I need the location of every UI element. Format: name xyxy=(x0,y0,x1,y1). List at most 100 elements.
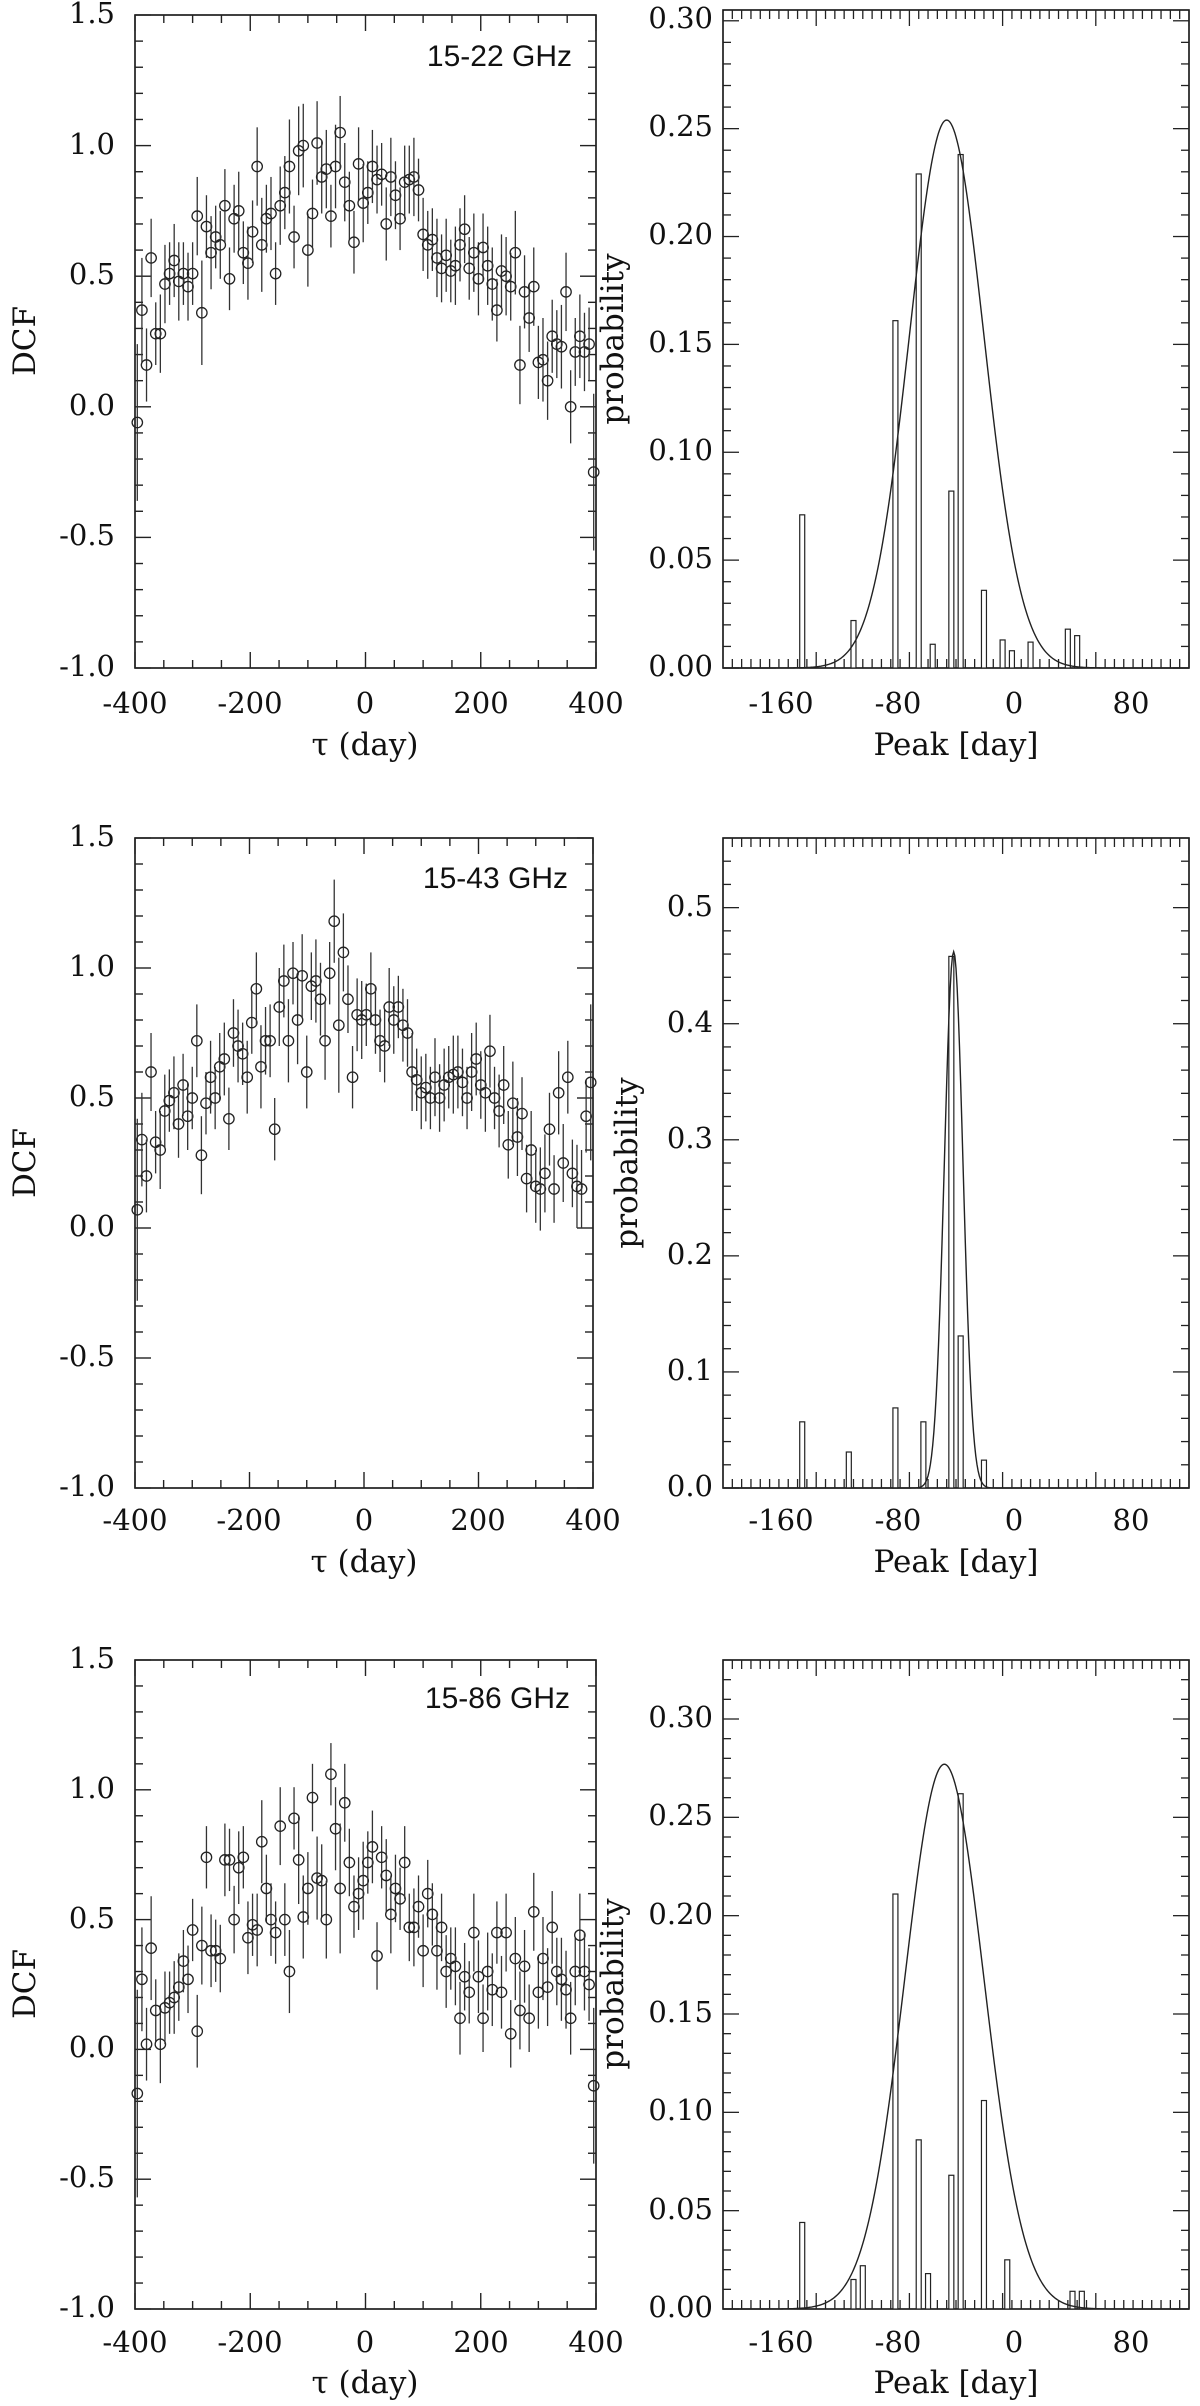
x-tick-label: 0 xyxy=(356,686,374,720)
data-point xyxy=(251,1924,264,1936)
x-tick-label: -80 xyxy=(875,686,922,720)
y-tick-label: 0.0 xyxy=(667,1469,713,1503)
histogram-bar xyxy=(850,2278,857,2310)
plot-frame xyxy=(722,1659,1190,2310)
y-tick-label: -1.0 xyxy=(59,2290,115,2324)
data-point xyxy=(191,2025,204,2038)
data-point xyxy=(145,1942,157,1955)
y-tick-label: 0.30 xyxy=(648,1700,713,1734)
y-tick-labels: 0.00 0.05 0.10 0.15 0.20 0.25 0.30 xyxy=(648,1700,713,2324)
x-tick-labels: -160 -80 0 80 xyxy=(748,1503,1149,1537)
data-point xyxy=(219,199,231,212)
data-point xyxy=(274,1820,287,1832)
data-point xyxy=(497,1079,510,1091)
y-tick-label: -0.5 xyxy=(59,2160,115,2194)
data-point xyxy=(186,267,199,280)
histogram-bar xyxy=(892,1893,899,2310)
data-point xyxy=(564,400,577,413)
histogram-bar xyxy=(1004,2259,1011,2310)
histogram-bar xyxy=(929,643,936,669)
y-axis-label: probability xyxy=(595,253,631,425)
data-point xyxy=(564,2012,577,2025)
histogram-bar xyxy=(980,1459,988,1489)
data-point xyxy=(282,1034,295,1047)
data-point xyxy=(214,1952,227,1965)
data-point xyxy=(472,1970,485,1983)
y-tick-labels: 0.00 0.05 0.10 0.15 0.20 0.25 0.30 xyxy=(648,1,713,683)
tick-marks xyxy=(134,14,597,669)
data-point xyxy=(346,1071,359,1084)
data-point xyxy=(277,975,290,987)
data-point xyxy=(575,1183,588,1195)
x-tick-label: 80 xyxy=(1113,686,1150,720)
data-point xyxy=(283,160,296,173)
gaussian-fit-curve xyxy=(723,1763,1189,2310)
data-marks xyxy=(131,95,600,551)
x-axis-label: Peak [day] xyxy=(874,1544,1039,1580)
x-tick-labels: -400 -200 0 200 400 xyxy=(102,1503,620,1537)
data-point xyxy=(334,1882,346,1895)
data-point xyxy=(292,1854,305,1866)
x-tick-label: 0 xyxy=(356,2325,374,2359)
x-tick-label: 0 xyxy=(1005,2325,1023,2359)
y-axis-label: probability xyxy=(595,1898,631,2070)
panel-peak-15-86: Peak [day] probability -160 -80 0 80 0.0… xyxy=(595,1659,1190,2401)
y-tick-label: 0.20 xyxy=(648,217,713,251)
data-point xyxy=(268,1123,281,1136)
data-point xyxy=(587,2079,600,2092)
data-point xyxy=(516,1107,528,1120)
data-point xyxy=(348,236,360,249)
data-point xyxy=(541,374,554,387)
data-point xyxy=(136,1973,148,1986)
data-point xyxy=(343,199,356,212)
y-tick-label: 1.5 xyxy=(69,0,115,30)
data-point xyxy=(314,993,327,1006)
y-tick-labels: -1.0 -0.5 0.0 0.5 1.0 1.5 xyxy=(59,1641,115,2324)
data-point xyxy=(435,1921,448,1934)
data-point xyxy=(186,1924,199,1936)
y-tick-label: 0.5 xyxy=(69,257,115,291)
data-point xyxy=(449,1960,462,1973)
data-point xyxy=(583,1978,595,1991)
histogram-bar xyxy=(845,1451,852,1489)
data-point xyxy=(283,1965,296,1978)
data-point xyxy=(269,267,282,280)
data-point xyxy=(417,1944,429,1957)
y-tick-label: 0.25 xyxy=(648,1798,713,1832)
histogram-bar xyxy=(799,1421,806,1489)
histogram-bar xyxy=(1027,641,1034,669)
data-point xyxy=(491,1926,503,1939)
data-point xyxy=(186,1092,199,1104)
data-point xyxy=(514,359,526,371)
histogram-bar xyxy=(980,589,988,669)
x-tick-label: -200 xyxy=(217,686,282,720)
histogram-bar xyxy=(948,490,955,669)
histogram-bar xyxy=(892,320,899,669)
y-tick-label: 0.2 xyxy=(667,1237,713,1271)
histogram-bar xyxy=(859,2265,866,2310)
panel-title: 15-43 GHz xyxy=(423,862,568,895)
data-point xyxy=(523,2012,536,2025)
data-point xyxy=(514,2004,526,2017)
y-tick-label: 0.5 xyxy=(69,1901,115,1935)
data-point xyxy=(191,210,204,222)
data-point xyxy=(131,1203,144,1216)
histogram-bar xyxy=(915,2139,922,2310)
x-tick-label: -200 xyxy=(217,2325,282,2359)
data-point xyxy=(241,1071,254,1084)
data-point xyxy=(560,286,572,298)
panel-title: 15-86 GHz xyxy=(425,1682,570,1715)
histogram-bar xyxy=(892,1407,899,1489)
panel-peak-15-43: Peak [day] probability -160 -80 0 80 0.0… xyxy=(609,837,1190,1580)
panel-title: 15-22 GHz xyxy=(427,40,572,73)
data-point xyxy=(380,218,393,230)
data-point xyxy=(269,1926,282,1939)
data-point xyxy=(223,1854,236,1866)
y-tick-label: 1.0 xyxy=(69,1771,115,1805)
x-tick-label: 200 xyxy=(453,686,508,720)
tick-marks xyxy=(723,837,1190,1489)
data-point xyxy=(546,1921,559,1934)
panel-dcf-15-43: 15-43 GHz τ (day) DCF -400 -200 0 200 40… xyxy=(7,819,621,1580)
x-tick-label: -80 xyxy=(875,1503,922,1537)
